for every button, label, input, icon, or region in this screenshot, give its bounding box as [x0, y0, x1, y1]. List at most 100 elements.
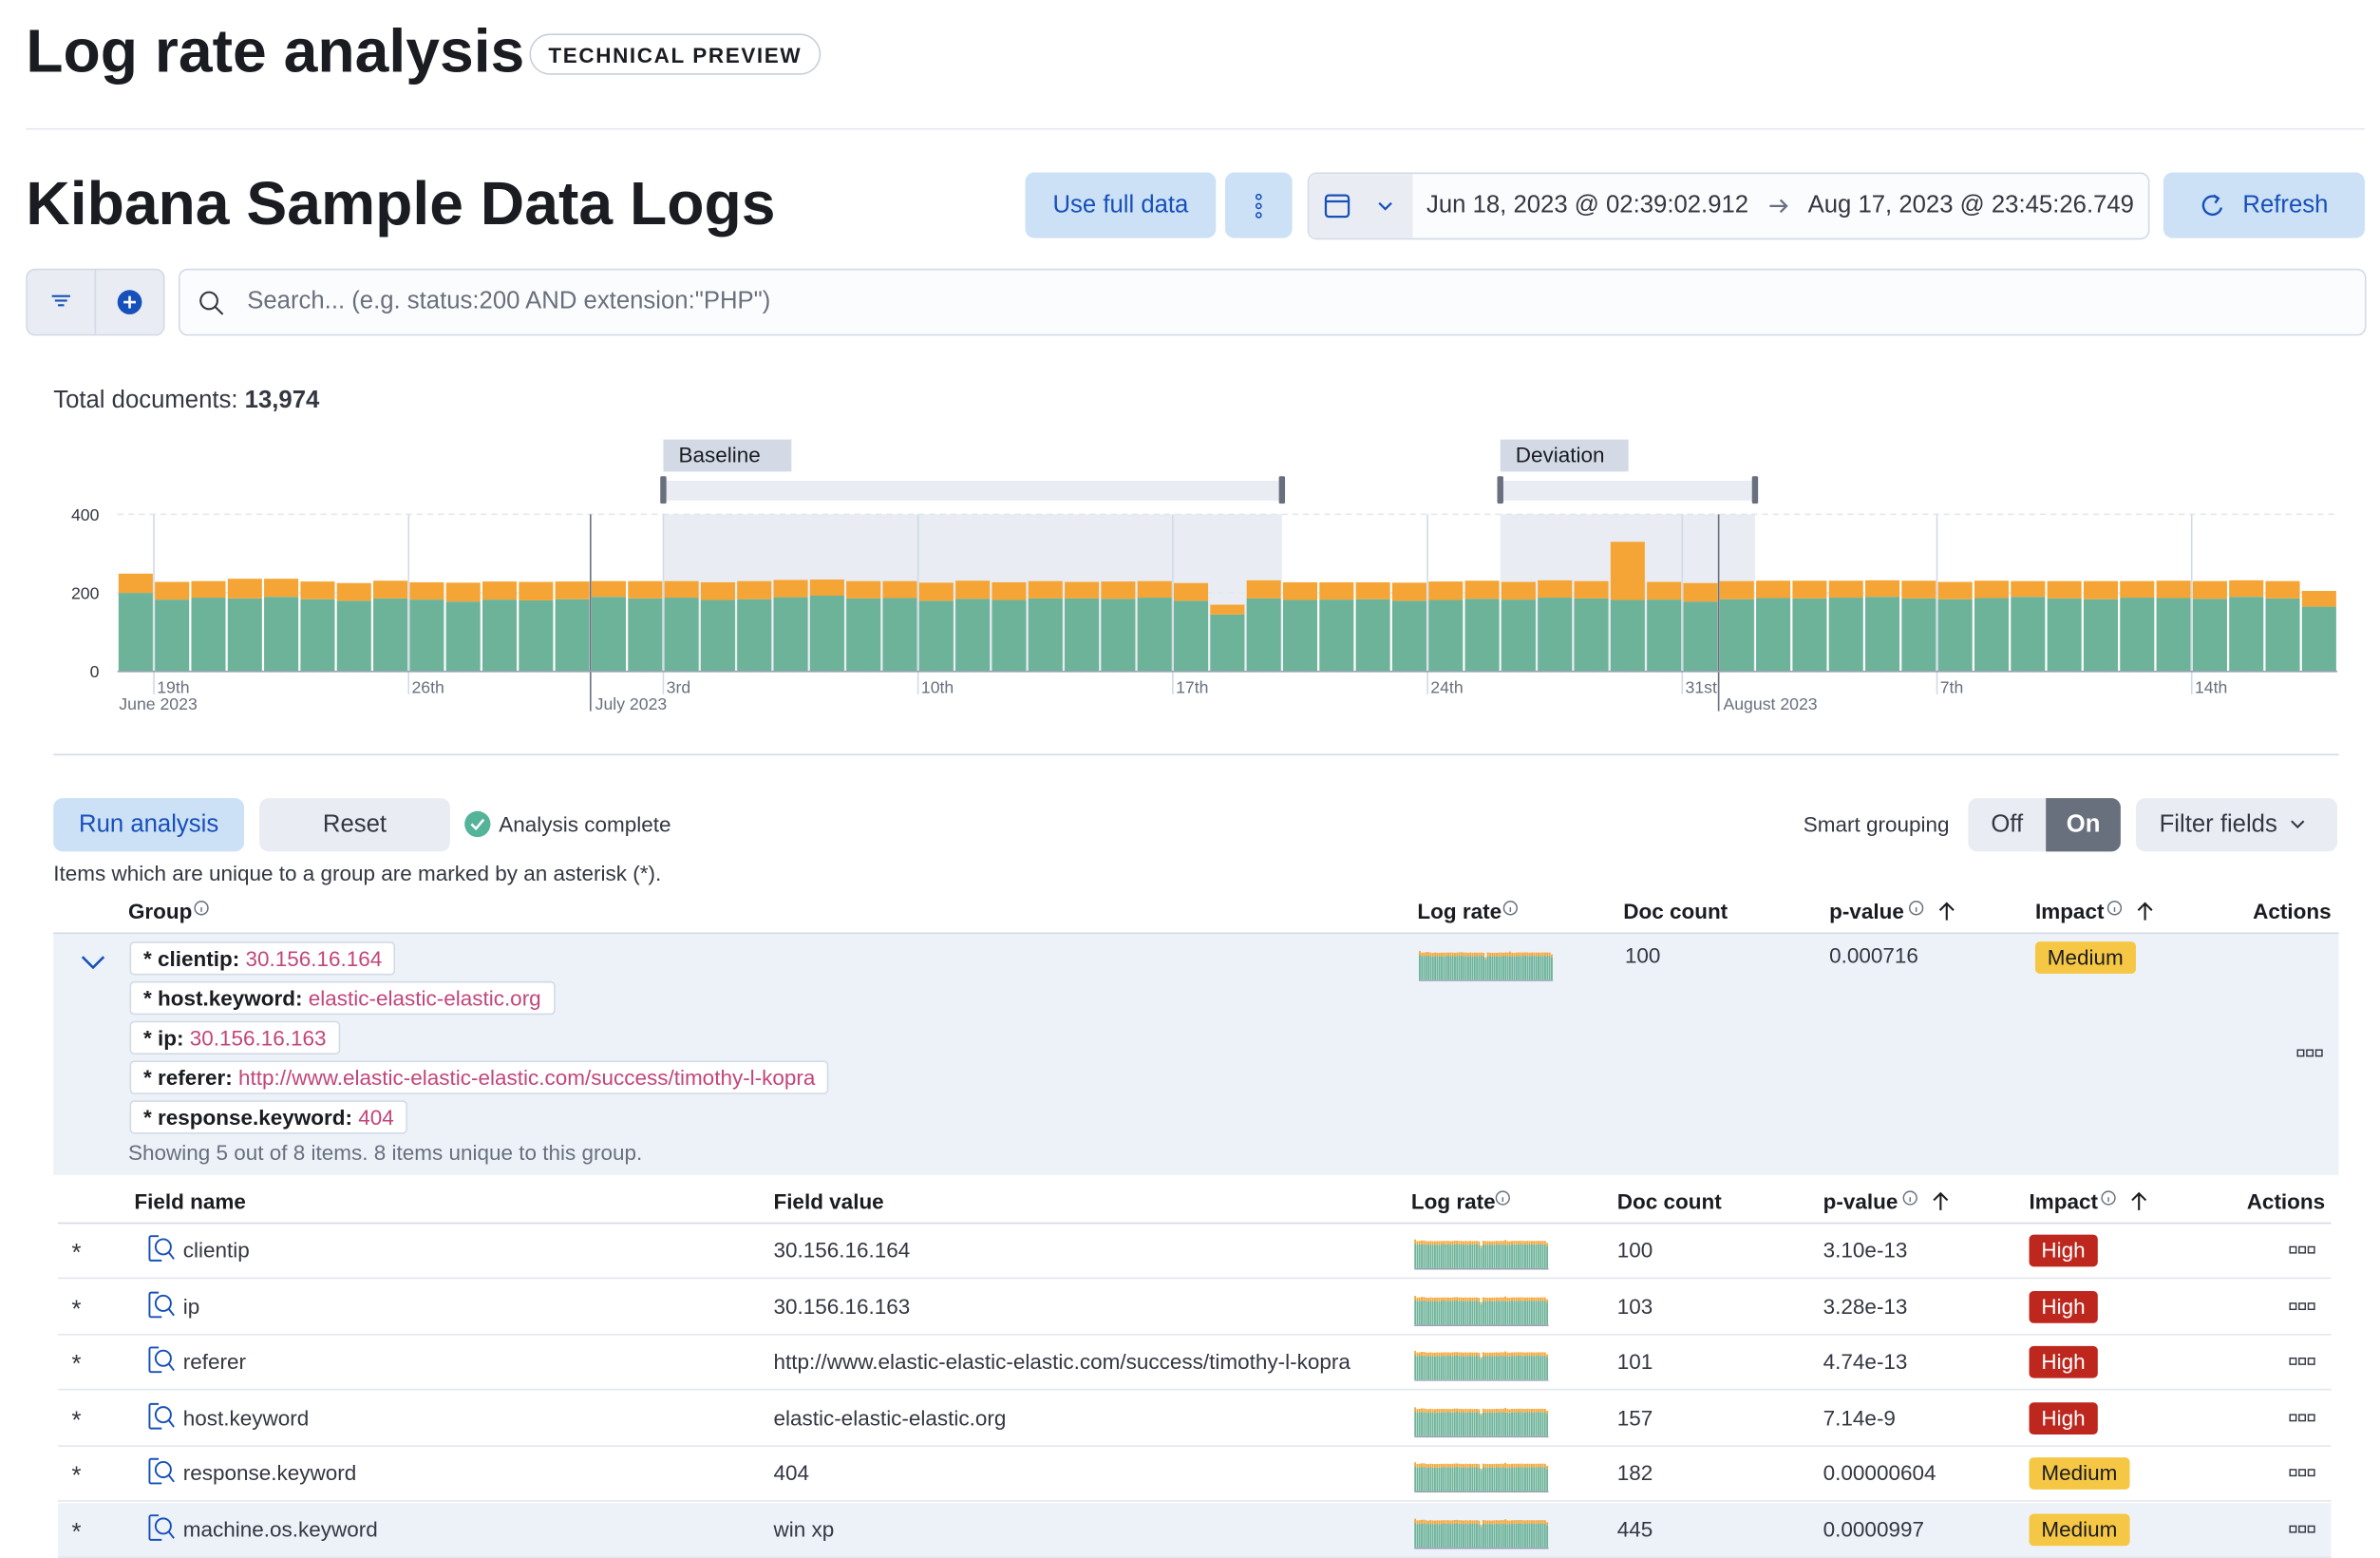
- sparkline-bar: [1451, 1412, 1454, 1436]
- sparkline-bar: [1469, 1300, 1471, 1324]
- sparkline-bar: [1484, 1468, 1487, 1492]
- reset-button[interactable]: Reset: [259, 798, 450, 852]
- sparkline-bar: [1535, 1412, 1538, 1436]
- sparkline-bar: [1469, 1352, 1471, 1357]
- sparkline-bar: [1528, 1352, 1531, 1357]
- icon-handle: [167, 1530, 175, 1539]
- field-icon[interactable]: [148, 1346, 176, 1374]
- collapse-icon[interactable]: [80, 952, 107, 970]
- sparkline-bar: [1520, 1356, 1522, 1380]
- sparkline-bar: [1464, 1296, 1467, 1301]
- sparkline-bar: [1513, 1523, 1516, 1548]
- sparkline-bar: [1535, 1464, 1538, 1468]
- sparkline-bar: [1436, 1244, 1439, 1268]
- actions-button[interactable]: [2289, 1413, 2319, 1422]
- actions-button[interactable]: [2289, 1525, 2319, 1534]
- sparkline-bar: [1502, 1244, 1504, 1268]
- smart-grouping-off[interactable]: Off: [1968, 798, 2047, 852]
- sparkline-bar: [1539, 1412, 1542, 1436]
- smart-grouping-on[interactable]: On: [2046, 798, 2121, 852]
- sparkline-bar: [1495, 1523, 1498, 1548]
- sparkline-bar: [1449, 1412, 1452, 1436]
- date-end[interactable]: Aug 17, 2023 @ 23:45:26.749: [1807, 192, 2134, 218]
- field-icon[interactable]: [148, 1290, 176, 1318]
- sparkline-bar: [1504, 1519, 1507, 1525]
- field-icon[interactable]: [148, 1402, 176, 1430]
- date-quick-menu[interactable]: [1309, 174, 1413, 238]
- sort-arrow: [1933, 1191, 1949, 1210]
- actions-button[interactable]: [2296, 1049, 2327, 1058]
- refresh-button[interactable]: Refresh: [2163, 172, 2365, 238]
- filter-fields-button[interactable]: Filter fields: [2135, 798, 2338, 852]
- use-full-data-button[interactable]: Use full data: [1025, 172, 1217, 238]
- field-icon[interactable]: [148, 1458, 176, 1486]
- actions-button[interactable]: [2289, 1302, 2319, 1311]
- date-picker[interactable]: Jun 18, 2023 @ 02:39:02.912 Aug 17, 2023…: [1307, 172, 2150, 240]
- sparkline-bar: [1493, 1352, 1496, 1357]
- sparkline-bar: [1535, 1408, 1538, 1413]
- sparkline-bar: [1537, 1300, 1539, 1324]
- info-icon[interactable]: [2106, 901, 2123, 916]
- bar-segment: [1028, 580, 1063, 598]
- sparkline-bar: [1518, 1408, 1520, 1413]
- sparkline-bar: [1524, 1241, 1526, 1245]
- info-icon[interactable]: [194, 901, 209, 916]
- sort-arrow: [1938, 902, 1955, 921]
- info-icon[interactable]: [1495, 1190, 1510, 1206]
- date-start[interactable]: Jun 18, 2023 @ 02:39:02.912: [1426, 192, 1749, 218]
- info-icon[interactable]: [1902, 1190, 1917, 1206]
- sparkline: [1414, 1295, 1549, 1326]
- sparkline-bar: [1483, 956, 1485, 980]
- bar-segment: [1828, 598, 1863, 672]
- actions-button[interactable]: [2289, 1357, 2319, 1366]
- actions-button[interactable]: [2289, 1245, 2319, 1255]
- filter-icon[interactable]: [50, 292, 71, 310]
- add-filter-icon[interactable]: [116, 289, 143, 316]
- sparkline-bar: [1460, 1464, 1463, 1468]
- info-icon[interactable]: [1909, 901, 1924, 916]
- sort-icon[interactable]: [1937, 901, 1955, 922]
- actions-button[interactable]: [2289, 1469, 2319, 1478]
- menu-button[interactable]: [1224, 172, 1293, 238]
- sparkline-bar: [1533, 1356, 1536, 1380]
- sparkline-bar: [1480, 1415, 1483, 1436]
- sparkline-bar: [1466, 1353, 1469, 1357]
- sparkline: [1414, 1351, 1549, 1382]
- sparkline-bar: [1526, 1412, 1529, 1436]
- run-analysis-button[interactable]: Run analysis: [53, 798, 245, 852]
- sparkline-bar: [1471, 1356, 1474, 1380]
- x-tick-label: 26th: [411, 677, 444, 696]
- sparkline-bar: [1513, 953, 1516, 957]
- sort-icon[interactable]: [2136, 901, 2154, 922]
- sort-icon[interactable]: [1932, 1190, 1950, 1211]
- sparkline-bar: [1480, 1302, 1483, 1304]
- badge: TECHNICAL PREVIEW: [529, 33, 822, 75]
- sparkline-bar: [1464, 1468, 1467, 1492]
- sparkline-bar: [1504, 1407, 1507, 1413]
- bar-segment: [1210, 604, 1245, 615]
- sparkline-bar: [1421, 1519, 1423, 1524]
- dot: [2298, 1414, 2307, 1421]
- sparkline-bar: [1463, 1301, 1464, 1324]
- sparkline-bar: [1433, 1468, 1436, 1492]
- sparkline-bar: [1502, 1520, 1504, 1524]
- sparkline-bar: [1423, 1463, 1426, 1468]
- doc-count: 103: [1616, 1293, 1653, 1319]
- bar-segment: [1647, 599, 1682, 672]
- row-divider: [58, 1389, 2332, 1391]
- field-icon[interactable]: [148, 1235, 176, 1263]
- column-header: Field name: [134, 1188, 246, 1214]
- info-icon[interactable]: [2101, 1190, 2116, 1206]
- sparkline-bar: [1449, 1408, 1452, 1413]
- sparkline-bar: [1433, 1353, 1436, 1358]
- search-bar[interactable]: Search... (e.g. status:200 AND extension…: [178, 268, 2367, 336]
- sparkline-bar: [1526, 1352, 1529, 1357]
- sort-icon[interactable]: [2130, 1190, 2148, 1211]
- field-icon[interactable]: [148, 1514, 176, 1542]
- sparkline-bar: [1528, 1464, 1531, 1468]
- sparkline-bar: [1438, 1524, 1441, 1548]
- sparkline-bar: [1551, 954, 1553, 959]
- info-icon[interactable]: [1502, 901, 1518, 916]
- sparkline-bar: [1445, 1464, 1447, 1469]
- sparkline-bar: [1449, 1464, 1452, 1469]
